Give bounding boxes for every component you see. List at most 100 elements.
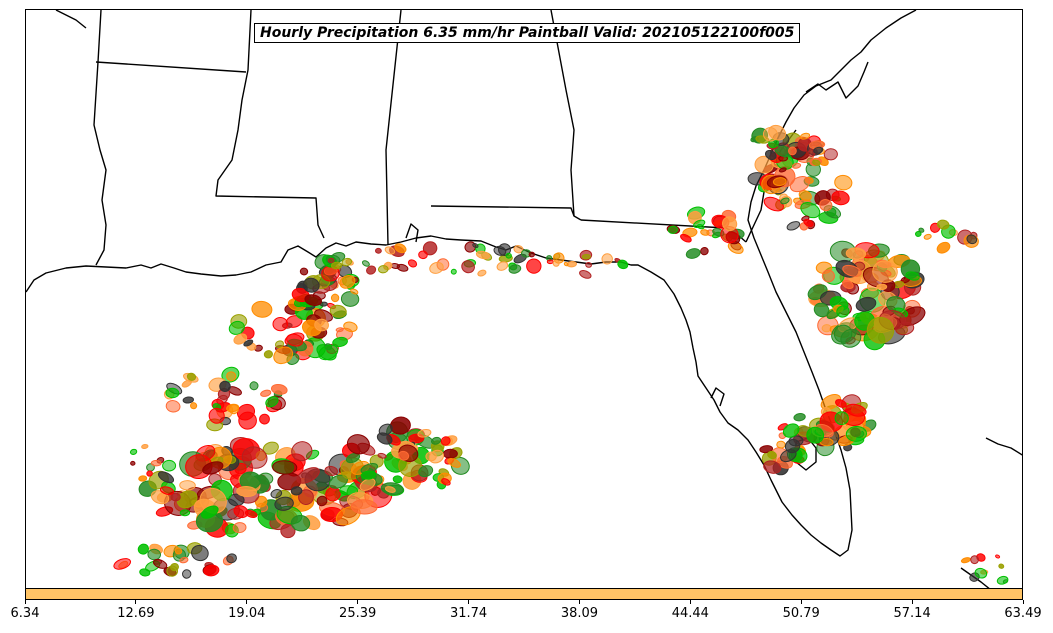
- precip-paintball: [447, 457, 461, 468]
- precip-paintball: [232, 522, 247, 534]
- precip-paintball: [186, 372, 197, 381]
- precip-paintball: [759, 445, 774, 454]
- precip-paintball: [339, 485, 358, 496]
- precip-paintball: [228, 320, 245, 335]
- precip-paintball: [179, 556, 189, 564]
- precip-paintball: [563, 261, 569, 267]
- precip-paintball: [398, 450, 410, 461]
- precip-paintball: [243, 339, 254, 347]
- colorbar-tick-mark: [357, 600, 359, 604]
- precip-paintball: [141, 443, 149, 450]
- precip-paintball: [693, 219, 706, 228]
- precip-paintball: [157, 471, 175, 484]
- precip-paintball: [813, 146, 824, 154]
- precip-paintball: [996, 575, 1009, 585]
- precip-paintball: [407, 259, 418, 268]
- precip-paintball: [130, 460, 136, 466]
- border-ms-river: [93, 10, 107, 266]
- colorbar-tick-label: 25.39: [339, 606, 377, 621]
- precip-paintball: [249, 381, 259, 391]
- mobile-bay: [405, 223, 419, 243]
- colorbar-tick-mark: [800, 600, 802, 604]
- colorbar-tick-mark: [689, 600, 691, 604]
- colorbar-tick-mark: [135, 600, 137, 604]
- precip-paintball: [776, 440, 786, 449]
- precip-paintball: [585, 261, 592, 268]
- colorbar-tick-mark: [24, 600, 26, 604]
- colorbar-tick-mark: [578, 600, 580, 604]
- precip-paintball: [418, 465, 434, 478]
- precip-paintball: [170, 492, 181, 502]
- precip-paintball: [835, 399, 847, 408]
- precip-paintball: [772, 177, 787, 187]
- precip-paintball: [788, 146, 797, 156]
- precip-paintball: [384, 486, 396, 493]
- precip-paintball: [915, 230, 922, 237]
- colorbar-tick-mark: [468, 600, 470, 604]
- precip-paintball: [290, 486, 303, 496]
- precip-paintball: [280, 523, 296, 539]
- precip-paintball: [208, 407, 225, 424]
- precip-paintball: [201, 505, 219, 519]
- precip-paintball: [866, 316, 895, 344]
- colorbar-tick-label: 6.34: [10, 606, 40, 621]
- precip-paintball: [377, 452, 387, 459]
- precip-paintball: [226, 371, 237, 382]
- precip-paintball: [219, 380, 231, 393]
- precip-paintball: [314, 318, 329, 332]
- precip-paintball: [834, 411, 849, 426]
- precip-paintball: [191, 544, 209, 562]
- precip-paintball: [475, 250, 491, 260]
- precip-paintball: [254, 495, 268, 508]
- precip-paintball: [780, 449, 797, 463]
- precip-paintball: [182, 396, 194, 404]
- precip-paintball: [260, 389, 272, 397]
- colorbar-tick-label: 38.09: [560, 606, 599, 621]
- precip-paintball: [324, 465, 338, 476]
- precip-paintball: [918, 227, 925, 233]
- precip-paintball: [834, 174, 853, 191]
- precip-paintball: [763, 196, 784, 212]
- precip-paintball: [286, 333, 304, 347]
- precip-paintball: [579, 270, 592, 279]
- precip-paintball: [995, 554, 1001, 559]
- precip-paintball: [764, 149, 777, 161]
- precip-paintball: [831, 190, 850, 206]
- precip-paintball: [767, 450, 777, 460]
- colorbar-tick-label: 12.69: [117, 606, 155, 621]
- precip-paintball: [181, 379, 192, 388]
- precip-paintball: [332, 336, 348, 348]
- precip-paintball: [259, 413, 270, 425]
- precip-paintball: [812, 159, 821, 166]
- precip-paintball: [429, 261, 444, 274]
- map-panel: Hourly Precipitation 6.35 mm/hr Paintbal…: [25, 9, 1023, 589]
- precip-paintball: [166, 565, 178, 577]
- precip-paintball: [113, 558, 132, 570]
- precip-paintball: [343, 321, 358, 333]
- precip-paintball: [974, 567, 988, 579]
- precip-paintball: [528, 251, 535, 258]
- colorbar-tick-label: 44.44: [671, 606, 709, 621]
- colorbar-tick-label: 50.79: [782, 606, 820, 621]
- precip-paintball: [617, 259, 629, 270]
- precip-paintball: [378, 265, 389, 274]
- precip-paintball: [174, 547, 183, 555]
- precip-paintball: [768, 124, 787, 141]
- precip-paintball: [360, 470, 377, 480]
- precip-paintball: [272, 316, 289, 332]
- precip-paintball: [782, 423, 800, 438]
- precip-paintball: [182, 569, 192, 579]
- border-ms-al: [385, 10, 402, 246]
- precip-paintball: [819, 199, 833, 212]
- precip-paintball: [526, 258, 542, 274]
- precip-paintball: [274, 340, 285, 349]
- precip-paintball: [233, 333, 248, 345]
- precip-paintball: [290, 514, 311, 532]
- precip-paintball: [477, 269, 487, 277]
- cuba-coast: [985, 437, 1022, 456]
- precip-paintball: [316, 495, 328, 507]
- precip-paintball: [396, 263, 409, 272]
- precip-paintball: [165, 387, 180, 399]
- precip-paintball: [680, 233, 692, 243]
- precip-paintball: [375, 247, 382, 254]
